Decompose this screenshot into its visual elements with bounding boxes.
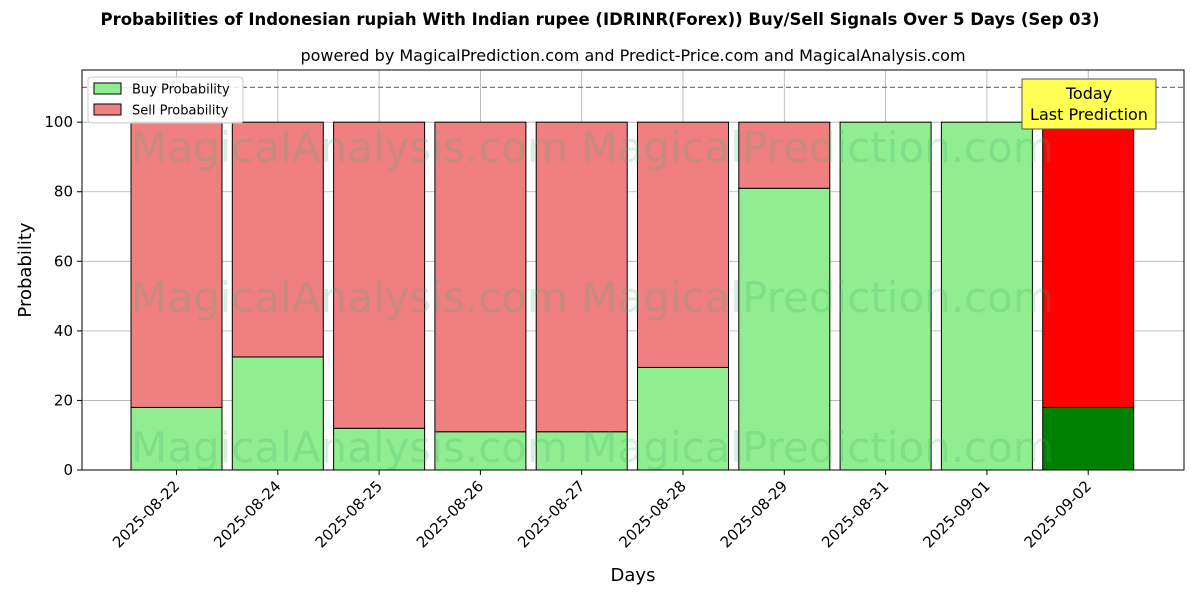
y-tick-label: 100 [44, 113, 73, 131]
buy-bar [940, 121, 1033, 471]
plot-frame [81, 69, 1185, 471]
y-tick-label: 40 [54, 322, 73, 340]
x-tick-label: 2025-09-02 [1021, 477, 1095, 551]
legend-swatch [93, 82, 122, 95]
sell-bar [1042, 121, 1135, 408]
legend-box [87, 76, 244, 124]
y-tick-label: 0 [63, 461, 73, 479]
x-tick-label: 2025-09-01 [919, 477, 993, 551]
x-tick-label: 2025-08-25 [312, 477, 386, 551]
legend-swatch [93, 103, 122, 116]
sell-bar [637, 121, 729, 368]
x-tick-label: 2025-08-22 [109, 477, 183, 551]
annotation-box [1021, 78, 1157, 130]
chart-subtitle: powered by MagicalPrediction.com and Pre… [300, 46, 966, 65]
chart-title: Probabilities of Indonesian rupiah With … [100, 10, 1100, 29]
bars [130, 121, 1135, 471]
sell-bar [130, 121, 223, 408]
watermark-text: MagicalAnalysis.com MagicalPrediction.co… [131, 423, 1054, 472]
watermark: MagicalAnalysis.com MagicalPrediction.co… [131, 123, 1054, 472]
watermark-text: MagicalAnalysis.com MagicalPrediction.co… [131, 123, 1054, 172]
buy-bar [434, 431, 527, 471]
legend-label: Sell Probability [132, 104, 229, 119]
sell-bar [738, 121, 831, 189]
buy-bar [535, 431, 628, 471]
y-tick-label: 60 [54, 252, 73, 270]
y-axis-label: Probability [15, 222, 36, 317]
sell-bar [434, 121, 527, 433]
today-annotation: Today Last Prediction [1021, 78, 1157, 130]
y-tick-label: 20 [54, 391, 73, 409]
x-tick-label: 2025-08-28 [615, 477, 689, 551]
annotation-text: Today [1065, 84, 1112, 103]
buy-bar [1042, 406, 1135, 471]
y-tick-label: 80 [54, 183, 73, 201]
legend: Buy Probability Sell Probability [87, 76, 244, 124]
x-tick-label: 2025-08-31 [818, 477, 892, 551]
x-tick-label: 2025-08-24 [210, 477, 284, 551]
buy-bar [839, 121, 932, 471]
buy-bar [738, 187, 831, 471]
sell-bar [535, 121, 628, 433]
x-tick-label: 2025-08-27 [514, 477, 588, 551]
annotation-text: Last Prediction [1030, 105, 1148, 124]
x-tick-label: 2025-08-29 [717, 477, 791, 551]
sell-bar [333, 121, 426, 429]
x-tick-label: 2025-08-26 [413, 477, 487, 551]
sell-bar [231, 121, 324, 358]
x-axis-label: Days [611, 565, 656, 586]
watermark-text: MagicalAnalysis.com MagicalPrediction.co… [131, 273, 1054, 322]
buy-bar [231, 356, 324, 471]
buy-bar [637, 366, 729, 471]
buy-bar [130, 406, 223, 471]
legend-label: Buy Probability [132, 83, 230, 98]
